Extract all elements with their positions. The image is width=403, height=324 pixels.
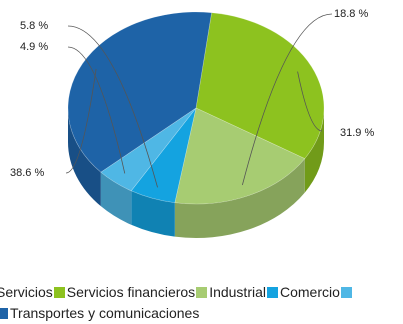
legend: Servicios Servicios financieros Industrial… — [0, 282, 403, 324]
value-label-industrial: 5.8 % — [20, 20, 48, 32]
slice-side-comercio — [100, 172, 132, 225]
legend-label-comercio: Comercio — [280, 284, 340, 300]
slice-side-transportes — [68, 108, 101, 207]
legend-swatch-servicios-financieros — [196, 287, 208, 298]
slice-servicios-financieros — [174, 107, 306, 205]
leader-line-servicios — [297, 71, 323, 132]
legend-swatch-servicios — [53, 287, 65, 298]
legend-swatch-transportes — [0, 308, 8, 319]
legend-item-comercio: Comercio — [280, 282, 354, 303]
slice-side-industrial — [131, 190, 175, 237]
leader-line-servicios-financieros — [242, 13, 333, 186]
pie-slices — [67, 11, 325, 239]
value-label-comercio: 4.9 % — [20, 41, 48, 53]
slice-servicios — [195, 12, 325, 160]
value-label-servicios-financieros: 18.8 % — [334, 8, 368, 20]
legend-item-transportes-y-comunicaciones: Transportes y comunicaciones — [0, 303, 199, 324]
leader-lines — [65, 13, 333, 188]
legend-item-servicios: Servicios — [0, 282, 67, 303]
legend-row-2: Transportes y comunicaciones — [0, 303, 403, 324]
slice-industrial — [130, 107, 197, 204]
slice-side-servicios — [304, 108, 324, 193]
pie-chart: 31.9 % 18.8 % 5.8 % 4.9 % 38.6 % — [10, 8, 374, 239]
value-labels: 31.9 % 18.8 % 5.8 % 4.9 % 38.6 % — [10, 8, 374, 179]
slice-side-servicios-financieros — [174, 158, 305, 239]
legend-item-industrial: Industrial — [209, 282, 280, 303]
legend-label-servicios: Servicios — [0, 284, 53, 300]
slice-comercio — [100, 107, 197, 192]
value-label-servicios: 31.9 % — [340, 127, 374, 139]
legend-label-servicios-financieros: Servicios financieros — [66, 284, 196, 300]
leader-line-transportes — [65, 68, 97, 174]
value-label-transportes: 38.6 % — [10, 167, 44, 179]
legend-label-industrial: Industrial — [209, 284, 266, 300]
legend-swatch-industrial — [267, 287, 278, 298]
leader-line-comercio — [67, 46, 126, 174]
leader-line-industrial — [67, 25, 158, 188]
legend-swatch-comercio — [340, 287, 352, 298]
legend-label-transportes-y-comunicaciones: Transportes y comunicaciones — [10, 305, 200, 321]
legend-row-1: Servicios Servicios financieros Industrial… — [0, 282, 403, 303]
legend-item-servicios-financieros: Servicios financieros — [67, 282, 209, 303]
